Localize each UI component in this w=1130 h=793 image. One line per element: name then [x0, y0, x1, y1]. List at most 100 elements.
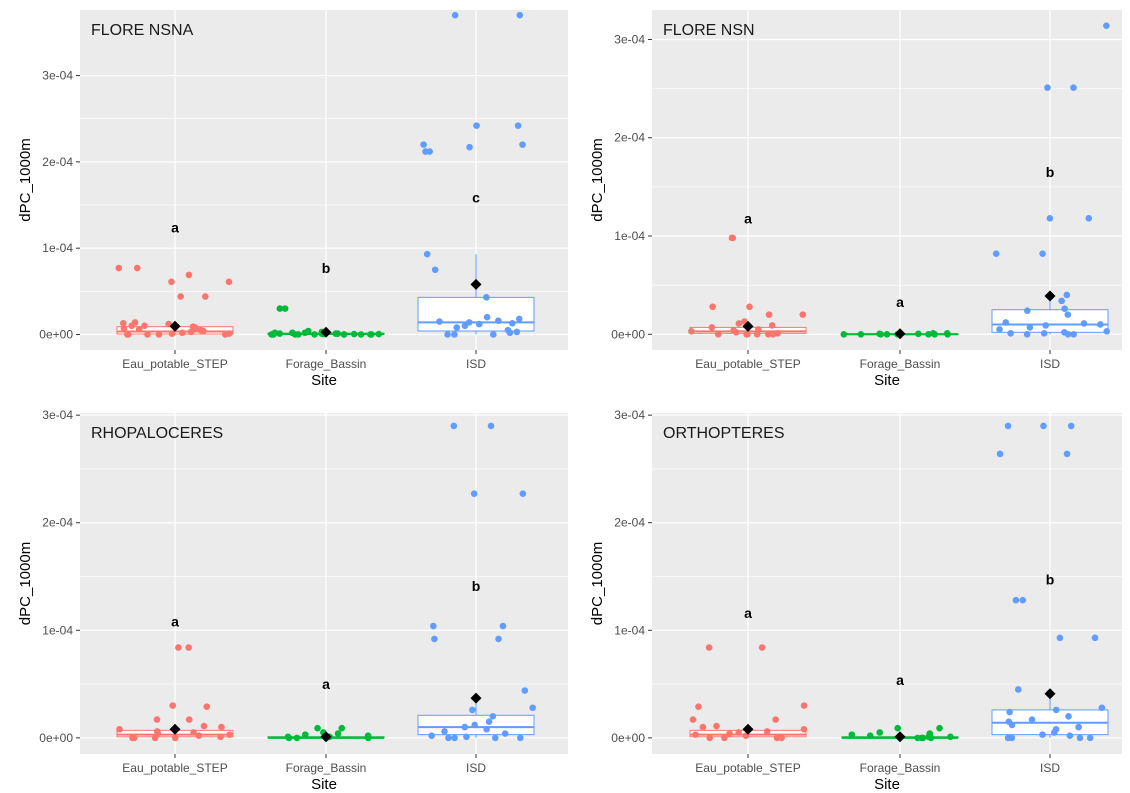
- x-tick-label: Forage_Bassin: [860, 761, 941, 775]
- box-forage-bassin: b: [267, 260, 385, 338]
- y-axis-title: dPC_1000m: [589, 542, 606, 625]
- data-point: [483, 725, 490, 733]
- data-point: [514, 122, 522, 129]
- data-point: [1103, 22, 1110, 30]
- data-point: [695, 703, 702, 710]
- data-point: [996, 326, 1003, 333]
- data-point: [291, 331, 299, 338]
- box-forage-bassin: a: [840, 294, 959, 340]
- mean-marker: [1044, 290, 1056, 302]
- data-point: [714, 330, 722, 338]
- data-point: [350, 330, 358, 338]
- data-point: [226, 731, 233, 738]
- data-point: [765, 330, 772, 338]
- data-point: [190, 729, 197, 736]
- data-point: [1023, 330, 1031, 338]
- data-point: [115, 264, 123, 272]
- significance-letter: a: [744, 605, 752, 621]
- data-point: [444, 331, 451, 338]
- data-point: [202, 293, 209, 300]
- data-point: [1103, 328, 1111, 335]
- data-point: [726, 730, 733, 737]
- x-tick-label: ISD: [1040, 761, 1060, 775]
- data-point: [1012, 596, 1020, 604]
- data-point: [311, 331, 318, 338]
- data-point: [133, 264, 141, 272]
- data-point: [709, 303, 716, 311]
- data-point: [519, 141, 526, 148]
- data-point: [495, 317, 502, 324]
- data-point: [1076, 734, 1084, 742]
- data-point: [713, 722, 720, 730]
- data-point: [428, 732, 435, 740]
- box-eau-potable-step: a: [689, 605, 808, 742]
- data-point: [1086, 734, 1094, 742]
- data-point: [721, 734, 728, 742]
- data-point: [436, 318, 443, 325]
- significance-letter: b: [1046, 164, 1055, 180]
- y-tick-label: 1e-04: [42, 241, 73, 255]
- data-point: [302, 731, 309, 738]
- data-point: [155, 331, 163, 338]
- data-point: [778, 734, 785, 742]
- data-point: [735, 320, 743, 327]
- panel-background: [80, 413, 568, 754]
- mean-marker: [169, 320, 181, 332]
- x-tick-label: Eau_potable_STEP: [122, 761, 227, 775]
- data-point: [431, 635, 438, 643]
- data-point: [1070, 330, 1077, 338]
- data-point: [927, 734, 935, 742]
- data-point: [1019, 596, 1027, 604]
- data-point: [191, 324, 199, 331]
- data-point: [153, 716, 161, 723]
- data-point: [489, 713, 497, 720]
- data-point: [185, 271, 193, 279]
- data-point: [746, 303, 753, 311]
- box-isd: c: [417, 11, 535, 338]
- box-eau-potable-step: a: [115, 219, 234, 338]
- mean-marker: [894, 731, 906, 743]
- significance-letter: a: [896, 294, 904, 310]
- data-point: [430, 622, 437, 630]
- panel-title: FLORE NSN: [663, 22, 755, 39]
- x-tick-label: Forage_Bassin: [286, 761, 367, 775]
- y-axis-title: dPC_1000m: [17, 542, 34, 625]
- data-point: [144, 331, 151, 338]
- data-point: [141, 322, 148, 330]
- mean-marker: [320, 326, 332, 338]
- data-point: [735, 729, 742, 736]
- panel-background: [80, 10, 568, 350]
- data-point: [469, 706, 476, 714]
- data-point: [925, 330, 932, 338]
- data-point: [461, 322, 469, 330]
- data-point: [179, 329, 186, 337]
- data-point: [1050, 729, 1058, 736]
- data-point: [1061, 305, 1068, 313]
- panel-4: 0e+00 1e-04 2e-04 3e-04 Eau_potable_STEP Fora…: [589, 408, 1122, 793]
- data-point: [1044, 84, 1051, 91]
- significance-letter: b: [322, 260, 331, 276]
- box-forage-bassin: a: [841, 672, 959, 743]
- data-point: [1056, 634, 1064, 642]
- data-point: [490, 331, 497, 338]
- x-axis-title: Site: [311, 372, 337, 389]
- data-point: [1015, 686, 1022, 693]
- data-point: [314, 724, 321, 732]
- data-point: [120, 325, 128, 332]
- data-point: [768, 322, 776, 329]
- data-point: [1058, 297, 1065, 305]
- data-point: [936, 724, 943, 732]
- data-point: [769, 330, 777, 338]
- data-point: [1040, 329, 1048, 337]
- box-isd: b: [417, 422, 536, 742]
- data-point: [519, 490, 527, 497]
- data-point: [773, 734, 781, 742]
- data-point: [705, 644, 713, 651]
- data-point: [495, 635, 502, 643]
- y-tick-label: 0e+00: [39, 731, 73, 745]
- data-point: [450, 422, 458, 430]
- y-tick-label: 0e+00: [611, 731, 645, 745]
- data-point: [475, 320, 483, 328]
- data-point: [1007, 329, 1014, 337]
- data-point: [1091, 634, 1099, 642]
